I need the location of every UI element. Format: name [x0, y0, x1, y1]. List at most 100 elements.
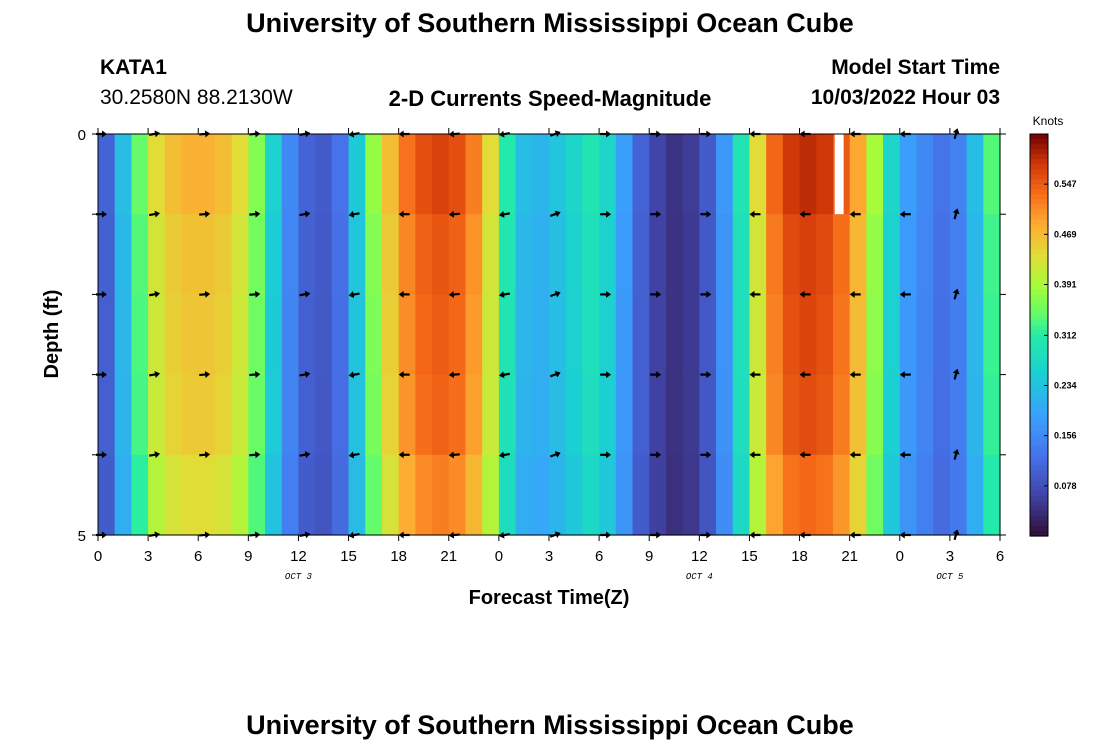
- colorbar-segment: [1030, 425, 1048, 432]
- heatmap-cell: [615, 134, 634, 215]
- current-arrow: [549, 370, 561, 378]
- heatmap-cell: [98, 214, 116, 295]
- current-arrow: [799, 210, 811, 218]
- arrow-head: [102, 210, 107, 218]
- heatmap-cell: [849, 374, 867, 456]
- colorbar-segment: [1030, 530, 1048, 537]
- colorbar-tick-label: 0.391: [1054, 280, 1077, 290]
- colorbar-segment: [1030, 440, 1048, 447]
- colorbar-segment: [1030, 179, 1048, 185]
- arrow-head: [952, 529, 960, 535]
- heatmap-cell: [983, 134, 1001, 215]
- current-arrow: [249, 290, 261, 298]
- x-axis: 0 3 6 9 12 15 18 21 0 3 6 9 12 15 18 21 0 3 6 OCT 3 OCT 4 OCT…: [94, 128, 1004, 582]
- colorbar-segment: [1030, 219, 1048, 226]
- current-arrow: [148, 210, 161, 218]
- heatmap-cell: [599, 214, 617, 295]
- arrow-head: [348, 451, 355, 459]
- heatmap-cell: [448, 294, 467, 376]
- colorbar-segment: [1030, 500, 1048, 507]
- colorbar-segment: [1030, 365, 1048, 371]
- current-arrow: [700, 451, 712, 459]
- heatmap-cell: [682, 214, 700, 295]
- heatmap-cell: [665, 454, 684, 536]
- arrow-head: [348, 210, 355, 218]
- heatmap-cell: [916, 134, 934, 215]
- colorbar-segment: [1030, 164, 1048, 170]
- x-tick-label: 0: [94, 548, 102, 565]
- heatmap-cell: [198, 134, 216, 215]
- heatmap-cell: [582, 294, 600, 376]
- x-tick-label: 0: [896, 548, 904, 565]
- colorbar-segment: [1030, 480, 1048, 487]
- x-tick-label: 21: [440, 548, 457, 565]
- heatmap-cell: [599, 134, 617, 215]
- arrow-head: [606, 371, 612, 379]
- heatmap-cell: [532, 134, 550, 215]
- x-tick-label: 21: [841, 548, 858, 565]
- arrow-head: [348, 371, 355, 379]
- heatmap-cell: [265, 134, 283, 215]
- colorbar-segment: [1030, 274, 1048, 281]
- heatmap-cell: [482, 294, 500, 376]
- heatmap-cell: [231, 374, 249, 456]
- heatmap-cell: [749, 134, 767, 215]
- heatmap-cell: [148, 134, 166, 215]
- arrow-head: [749, 451, 755, 459]
- colorbar-segment: [1030, 395, 1048, 401]
- arrow-head: [706, 210, 712, 218]
- arrow-head: [606, 290, 612, 298]
- heatmap-cell: [565, 294, 584, 376]
- heatmap-cell: [465, 134, 483, 215]
- heatmap-cell: [883, 134, 901, 215]
- colorbar-tick-label: 0.469: [1054, 229, 1077, 239]
- colorbar-segment: [1030, 244, 1048, 251]
- heatmap-cell: [682, 374, 700, 456]
- current-arrow: [650, 290, 662, 298]
- current-arrow: [849, 210, 861, 218]
- x-tick-label: 9: [244, 548, 252, 565]
- current-arrow: [448, 371, 460, 379]
- heatmap-cell: [816, 214, 834, 295]
- heatmap-cell: [131, 374, 149, 456]
- heatmap-cell: [933, 214, 951, 295]
- heatmap-cell: [549, 374, 567, 456]
- arrow-head: [656, 451, 662, 459]
- heatmap-cell: [782, 294, 801, 376]
- heatmap-cell: [716, 294, 734, 376]
- heatmap-cell: [515, 374, 533, 456]
- heatmap-cell: [665, 214, 684, 295]
- heatmap-cell: [198, 374, 216, 456]
- colorbar-segment: [1030, 415, 1048, 422]
- heatmap-cell: [148, 214, 166, 295]
- x-tick-label: 18: [791, 548, 808, 565]
- heatmap-cell: [448, 454, 467, 536]
- heatmap-cell: [565, 214, 584, 295]
- arrow-head: [154, 290, 161, 298]
- current-arrow: [249, 210, 261, 218]
- current-arrow: [799, 290, 811, 298]
- heatmap-cell: [315, 294, 333, 376]
- model-start-label: Model Start Time: [831, 56, 1000, 79]
- heatmap-cell: [699, 454, 717, 536]
- colorbar-segment: [1030, 495, 1048, 502]
- date-label: OCT 4: [686, 572, 713, 582]
- heatmap-cell: [231, 214, 249, 295]
- arrow-head: [498, 210, 505, 218]
- heatmap-cell: [181, 214, 199, 295]
- current-arrow: [600, 451, 612, 459]
- heatmap-cell: [131, 294, 149, 376]
- colorbar-segment: [1030, 304, 1048, 311]
- heatmap-cell: [98, 134, 116, 215]
- heatmap-cell: [782, 374, 801, 456]
- heatmap-cell: [549, 294, 567, 376]
- heatmap-cell: [515, 134, 533, 215]
- colorbar-segment: [1030, 299, 1048, 306]
- colorbar-segment: [1030, 515, 1048, 522]
- heatmap-cell: [949, 214, 968, 295]
- station-coords: 30.2580N 88.2130W: [100, 86, 293, 109]
- heatmap-cell: [248, 294, 266, 376]
- heatmap-cell: [498, 454, 517, 536]
- heatmap-cell: [966, 134, 984, 215]
- colorbar-segment: [1030, 505, 1048, 512]
